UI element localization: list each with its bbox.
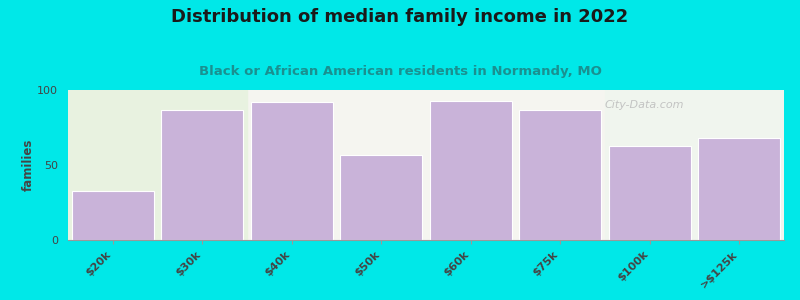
Bar xyxy=(609,146,691,240)
Bar xyxy=(430,100,512,240)
Bar xyxy=(71,190,154,240)
Bar xyxy=(605,90,784,240)
Bar xyxy=(698,138,781,240)
Y-axis label: families: families xyxy=(22,139,34,191)
Text: Black or African American residents in Normandy, MO: Black or African American residents in N… xyxy=(198,64,602,77)
Bar xyxy=(340,154,422,240)
Bar xyxy=(68,90,247,240)
Text: Distribution of median family income in 2022: Distribution of median family income in … xyxy=(171,8,629,26)
Bar xyxy=(519,110,602,240)
Text: City-Data.com: City-Data.com xyxy=(605,100,685,110)
Bar xyxy=(161,110,243,240)
Bar xyxy=(250,102,333,240)
